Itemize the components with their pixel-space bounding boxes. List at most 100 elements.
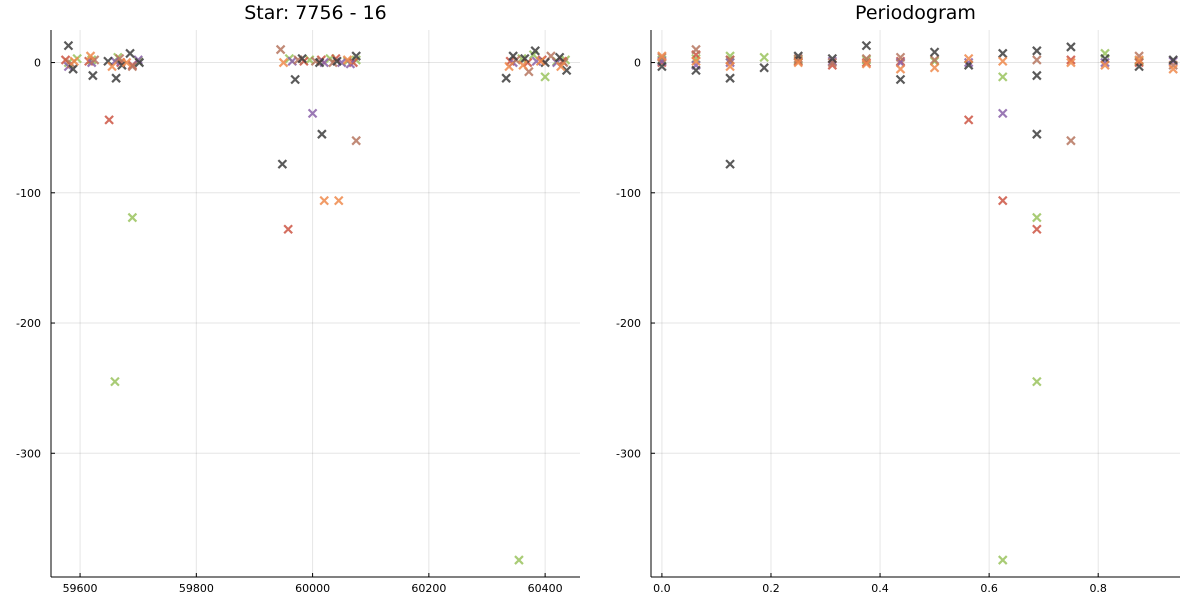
data-point	[519, 53, 530, 64]
data-point	[1168, 55, 1178, 65]
data-point	[759, 62, 769, 73]
data-point	[1032, 46, 1042, 56]
data-point	[1168, 64, 1178, 74]
data-point	[725, 159, 735, 169]
data-point	[759, 52, 769, 63]
data-point	[997, 72, 1008, 82]
x-tick-label: 0.8	[1089, 582, 1107, 595]
data-point	[63, 40, 74, 51]
y-tick-label: -300	[16, 447, 41, 460]
data-point	[929, 47, 940, 57]
data-point	[725, 61, 735, 72]
data-point	[1032, 376, 1042, 387]
data-point	[69, 56, 80, 67]
x-tick-label: 59600	[63, 582, 98, 595]
data-point	[278, 57, 289, 68]
data-point	[107, 61, 117, 72]
data-point	[342, 55, 353, 65]
series-1	[60, 53, 568, 235]
y-tick-label: 0	[634, 57, 641, 70]
data-point	[1066, 135, 1076, 146]
data-point	[997, 56, 1008, 67]
data-point	[88, 70, 98, 81]
data-point	[333, 195, 344, 206]
data-point	[68, 64, 78, 74]
data-point	[504, 61, 514, 72]
data-point	[307, 108, 318, 119]
data-point	[125, 48, 135, 59]
data-point	[351, 135, 361, 146]
data-point	[283, 224, 293, 235]
data-point	[111, 73, 121, 83]
data-point	[297, 53, 307, 64]
data-point	[535, 56, 546, 67]
data-point	[60, 55, 71, 65]
data-point	[561, 65, 572, 76]
data-point	[1066, 55, 1076, 65]
data-point	[1066, 42, 1076, 52]
data-point	[997, 195, 1008, 206]
data-point	[501, 73, 511, 83]
data-point	[275, 44, 286, 55]
data-point	[929, 55, 940, 65]
data-point	[110, 376, 120, 387]
x-tick-label: 0.2	[762, 582, 780, 595]
data-point	[508, 51, 518, 61]
series-2	[657, 56, 1178, 119]
data-point	[1066, 57, 1076, 68]
data-point	[514, 555, 524, 565]
data-point	[657, 61, 667, 72]
y-tick-label: -100	[616, 187, 641, 200]
data-point	[691, 56, 701, 67]
y-tick-label: -200	[616, 317, 641, 330]
x-tick-label: 59800	[179, 582, 214, 595]
chart-title-periodogram: Periodogram	[855, 2, 976, 24]
data-point	[104, 115, 114, 125]
series-4	[657, 40, 1178, 169]
data-point	[997, 48, 1008, 59]
data-point	[861, 59, 872, 69]
data-point	[85, 51, 96, 61]
panel-star: Star: 7756 - 16 59600 59800 60000 60200 6040…	[16, 2, 580, 595]
data-point	[997, 555, 1008, 565]
data-point	[1032, 129, 1042, 139]
y-tick-label: 0	[34, 57, 41, 70]
chart-title-star: Star: 7756 - 16	[244, 2, 387, 24]
x-tick-label: 60000	[295, 582, 330, 595]
data-point	[117, 60, 127, 70]
data-point	[1032, 70, 1042, 81]
data-point	[895, 64, 906, 74]
series-5	[657, 51, 1178, 74]
y-tick-label: -100	[16, 187, 41, 200]
panel-periodogram: Periodogram 0.0 0.2 0.4 0.6 0.8 0 -100 -200 -300	[616, 2, 1180, 595]
data-point	[691, 65, 701, 76]
series-5	[69, 51, 566, 206]
x-tick-label: 60200	[411, 582, 446, 595]
data-point	[114, 53, 125, 64]
data-point	[963, 115, 974, 125]
data-point	[134, 57, 145, 68]
y-tick-label: -200	[16, 317, 41, 330]
data-point	[861, 40, 872, 51]
data-point	[793, 57, 804, 68]
data-point	[290, 74, 300, 85]
x-tick-label: 0.0	[653, 582, 671, 595]
data-point	[691, 44, 701, 55]
data-point	[121, 57, 132, 68]
data-point	[657, 51, 667, 61]
data-point	[725, 73, 735, 83]
data-point	[963, 53, 974, 64]
y-tick-label: -300	[616, 447, 641, 460]
data-point	[127, 61, 138, 72]
series-3	[657, 44, 1178, 146]
data-point	[997, 108, 1008, 119]
x-tick-label: 60400	[528, 582, 563, 595]
data-point	[351, 51, 361, 61]
data-point	[127, 212, 138, 223]
data-point	[319, 195, 329, 206]
data-point	[332, 56, 342, 67]
data-point	[317, 129, 327, 139]
data-point	[110, 56, 120, 67]
